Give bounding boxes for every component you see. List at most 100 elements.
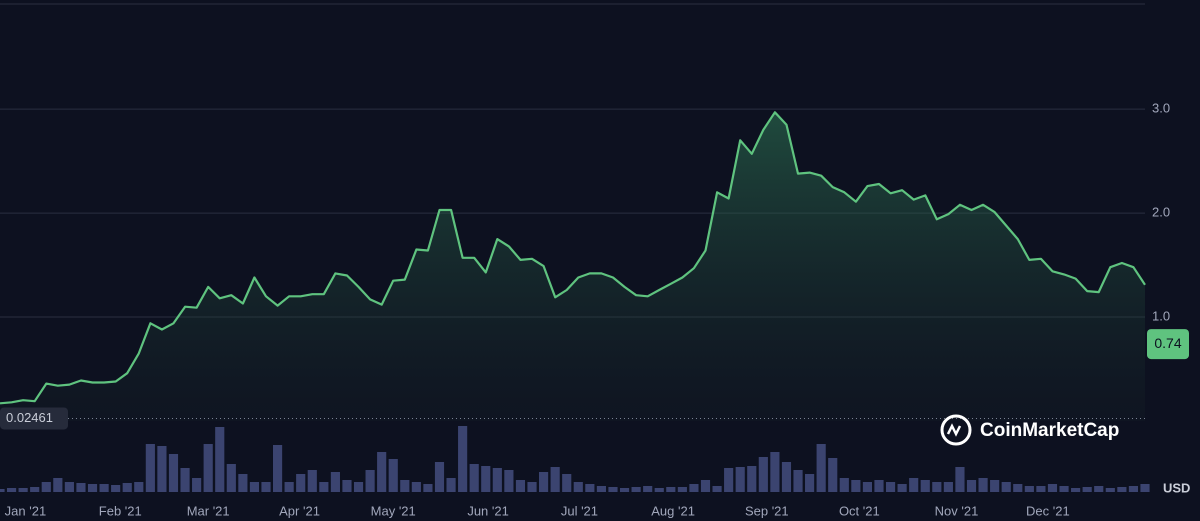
volume-bar	[122, 483, 132, 492]
volume-bar	[920, 480, 930, 492]
volume-bar	[1105, 488, 1115, 492]
x-tick-label: Apr '21	[279, 503, 320, 518]
volume-bar	[168, 454, 179, 492]
volume-bar	[909, 478, 919, 492]
volume-bar	[18, 488, 28, 492]
volume-bar	[469, 464, 479, 492]
volume-bar	[388, 459, 398, 492]
volume-bar	[1001, 482, 1011, 492]
volume-bar	[481, 466, 491, 492]
volume-bar	[585, 484, 595, 492]
volume-bar	[261, 482, 271, 492]
watermark: CoinMarketCap	[980, 420, 1119, 441]
volume-bar	[411, 482, 421, 492]
volume-bar	[862, 482, 873, 492]
volume-bar	[134, 482, 144, 492]
volume-bar	[527, 482, 537, 492]
volume-bar	[99, 484, 109, 492]
volume-bar	[1059, 486, 1069, 492]
current-price-label: 0.74	[1154, 335, 1181, 351]
current-price-badge	[1147, 329, 1189, 360]
volume-bar	[272, 445, 283, 492]
volume-bar	[157, 446, 167, 492]
volume-bar	[1082, 487, 1092, 492]
volume-bar	[492, 468, 502, 492]
volume-bar	[226, 464, 236, 492]
y-tick-label: 1.0	[1152, 308, 1170, 323]
volume-bar	[307, 470, 317, 492]
volume-bar	[839, 478, 849, 492]
volume-bar	[816, 444, 826, 492]
x-tick-label: May '21	[371, 503, 416, 518]
volume-bar	[573, 482, 583, 492]
y-tick-label: 2.0	[1152, 205, 1170, 220]
currency: USD	[1163, 480, 1190, 495]
volume-bar	[504, 470, 514, 492]
volume-bar	[1024, 486, 1034, 492]
volume-bar	[377, 452, 387, 492]
reference-badge	[0, 407, 68, 430]
volume-bar	[365, 470, 375, 492]
volume-bar	[539, 472, 549, 492]
volume-bar	[793, 470, 803, 492]
volume-bar	[943, 482, 953, 492]
volume-bar	[1140, 484, 1150, 492]
volume-bar	[724, 468, 734, 492]
x-tick-label: Oct '21	[839, 503, 880, 518]
volume-bar	[897, 484, 907, 492]
watermark-logo	[940, 414, 972, 446]
volume-bar	[238, 474, 248, 492]
volume-bar	[192, 478, 202, 492]
volume-bar	[0, 489, 5, 492]
volume-bar	[747, 466, 757, 492]
x-tick-label: Feb '21	[99, 503, 142, 518]
volume-bar	[353, 482, 364, 492]
volume-bar	[87, 484, 98, 492]
volume-bar	[700, 480, 711, 492]
volume-bar	[249, 482, 260, 492]
volume-bar	[781, 462, 792, 492]
volume-bar	[1047, 484, 1058, 492]
volume-bar	[712, 486, 722, 492]
volume-bar	[677, 487, 687, 492]
volume-bar	[1094, 486, 1104, 492]
x-tick-label: Mar '21	[187, 503, 230, 518]
price-area	[0, 112, 1145, 422]
volume-bar	[1117, 487, 1127, 492]
volume-bar	[619, 488, 630, 492]
x-tick-label: Sep '21	[745, 503, 789, 518]
x-tick-label: Jun '21	[467, 503, 509, 518]
volume-bar	[990, 480, 1000, 492]
volume-bar	[30, 487, 40, 492]
volume-bar	[932, 482, 942, 492]
volume-bar	[851, 480, 861, 492]
volume-bar	[145, 444, 155, 492]
price-line	[0, 111, 1146, 405]
volume-bar	[966, 480, 977, 492]
volume-bar	[319, 482, 329, 492]
volume-bar	[434, 462, 445, 492]
volume-bar	[770, 452, 780, 492]
plot	[0, 108, 1150, 492]
volume-bar	[1128, 486, 1139, 492]
volume-bar	[666, 487, 676, 492]
volume-bar	[689, 484, 699, 492]
volume-bar	[515, 480, 526, 492]
volume-bar	[203, 444, 213, 492]
volume-bar	[1013, 484, 1023, 492]
volume-bar	[1071, 488, 1081, 492]
volume-bar	[828, 458, 838, 492]
volume-bar	[654, 488, 664, 492]
x-tick-label: Nov '21	[935, 503, 979, 518]
volume-bar	[400, 480, 410, 492]
volume-bar	[805, 474, 815, 492]
volume-bar	[296, 474, 306, 492]
volume-bar	[180, 468, 190, 492]
volume-bar	[64, 482, 74, 492]
volume-bar	[6, 488, 17, 492]
volume-bar	[111, 485, 121, 492]
volume-bar	[215, 427, 225, 492]
volume-bar	[955, 467, 965, 492]
volume-bar	[643, 486, 653, 492]
